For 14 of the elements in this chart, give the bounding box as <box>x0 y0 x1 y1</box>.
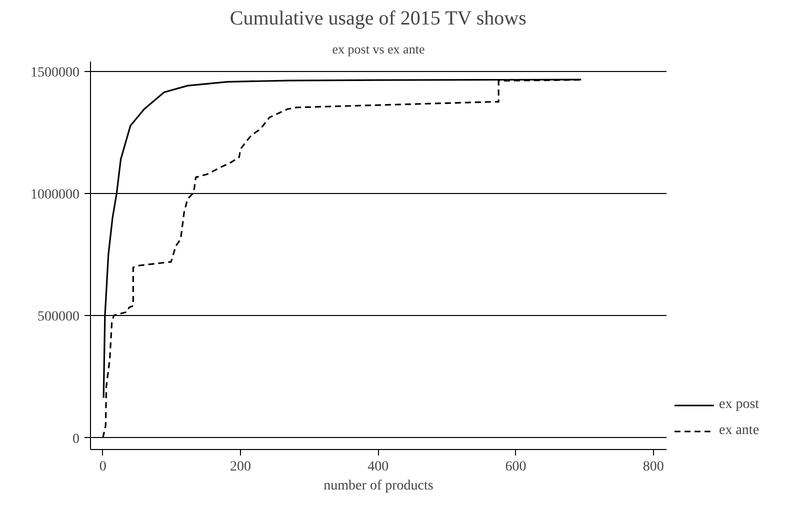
x-axis-title: number of products <box>324 478 434 494</box>
chart-subtitle: ex post vs ex ante <box>332 42 425 56</box>
y-tick-label: 500000 <box>38 310 80 325</box>
x-tick-label: 800 <box>642 460 664 474</box>
legend-label: ex ante <box>719 423 760 439</box>
y-tick-label: 1500000 <box>30 65 80 80</box>
x-tick-label: 0 <box>99 460 106 474</box>
y-tick-label: 0 <box>72 432 80 447</box>
x-tick-label: 600 <box>505 460 526 474</box>
y-tick-label: 1000000 <box>30 187 80 202</box>
chart-title: Cumulative usage of 2015 TV shows <box>230 8 527 30</box>
x-tick-label: 200 <box>230 460 252 474</box>
legend-label: ex post <box>719 397 760 413</box>
x-tick-label: 400 <box>368 460 389 474</box>
